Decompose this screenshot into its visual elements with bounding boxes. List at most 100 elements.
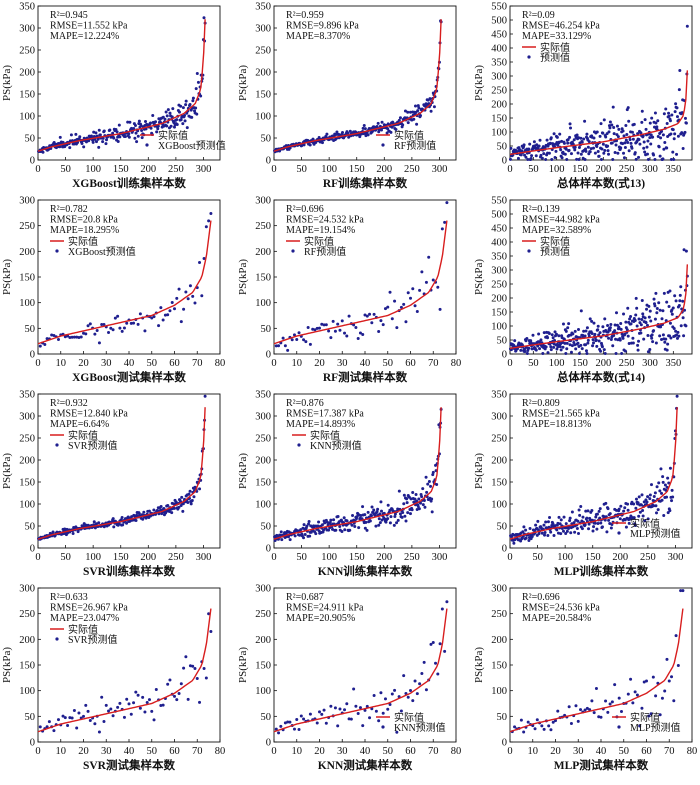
predicted-point [74, 132, 78, 136]
predicted-point [368, 716, 372, 720]
y-tick-label: 50 [497, 142, 508, 153]
legend-predicted-marker [55, 637, 59, 641]
x-axis-label: 总体样本数(式13) [557, 176, 645, 190]
predicted-point [522, 143, 526, 147]
predicted-point [639, 503, 643, 507]
metric-1: RMSE=9.896 kPa [286, 21, 359, 32]
predicted-point [657, 481, 661, 485]
metric-1: RMSE=26.967 kPa [50, 603, 128, 614]
predicted-point [135, 140, 139, 144]
predicted-point [534, 523, 538, 527]
predicted-point [636, 501, 640, 505]
predicted-point [375, 510, 379, 514]
predicted-point [590, 699, 594, 703]
predicted-point [576, 151, 580, 155]
predicted-point [401, 510, 405, 514]
predicted-point [45, 337, 49, 341]
predicted-point [555, 135, 559, 139]
predicted-point [536, 344, 540, 348]
predicted-point [109, 326, 113, 330]
predicted-point [619, 321, 623, 325]
predicted-point [118, 701, 122, 705]
predicted-point [179, 104, 183, 108]
predicted-point [416, 109, 420, 113]
predicted-series [38, 612, 213, 734]
predicted-point [324, 721, 328, 725]
predicted-point [555, 342, 559, 346]
predicted-point [631, 341, 635, 345]
predicted-series [508, 248, 689, 355]
predicted-point [541, 351, 545, 355]
predicted-point [652, 329, 656, 333]
y-tick-label: 350 [491, 390, 507, 401]
predicted-point [556, 709, 560, 713]
predicted-point [667, 481, 671, 485]
predicted-point [546, 520, 550, 524]
predicted-point [151, 114, 155, 118]
predicted-point [580, 527, 584, 531]
predicted-point [573, 530, 577, 534]
predicted-point [592, 525, 596, 529]
predicted-point [411, 699, 415, 703]
x-tick-label: 200 [140, 164, 156, 175]
predicted-point [281, 336, 285, 340]
predicted-point [564, 522, 568, 526]
predicted-point [428, 97, 432, 101]
x-axis-label: RF测试集样本数 [323, 370, 408, 384]
predicted-point [315, 326, 319, 330]
predicted-point [568, 135, 572, 139]
predicted-point [595, 344, 599, 348]
predicted-point [632, 502, 636, 506]
x-tick-label: 150 [572, 358, 588, 369]
predicted-point [678, 69, 682, 73]
predicted-point [402, 502, 406, 506]
predicted-point [569, 152, 573, 156]
predicted-point [606, 323, 610, 327]
predicted-point [683, 130, 687, 134]
y-tick-label: 300 [19, 584, 35, 595]
legend-actual-label: 实际值 [68, 235, 98, 248]
predicted-point [633, 318, 637, 322]
predicted-point [116, 314, 120, 318]
predicted-point [667, 679, 671, 683]
predicted-point [591, 529, 595, 533]
predicted-point [389, 130, 393, 134]
metric-0: R²=0.782 [50, 204, 88, 215]
predicted-point [413, 497, 417, 501]
predicted-point [156, 127, 160, 131]
predicted-point [577, 157, 581, 161]
predicted-point [654, 511, 658, 515]
y-tick-label: 200 [255, 247, 271, 258]
predicted-point [549, 728, 553, 732]
predicted-point [536, 519, 540, 523]
plot-frame [273, 5, 457, 161]
predicted-point [628, 517, 632, 521]
predicted-point [614, 337, 618, 341]
predicted-point [368, 519, 372, 523]
predicted-point [549, 530, 553, 534]
predicted-point [658, 308, 662, 312]
predicted-point [279, 724, 283, 728]
predicted-point [430, 510, 434, 514]
predicted-point [145, 700, 149, 704]
predicted-point [94, 131, 98, 135]
predicted-point [681, 299, 685, 303]
predicted-point [335, 130, 339, 134]
metric-0: R²=0.959 [286, 10, 324, 21]
predicted-series [274, 600, 449, 735]
legend-predicted-marker [617, 725, 621, 729]
predicted-point [664, 337, 668, 341]
predicted-point [650, 336, 654, 340]
predicted-point [608, 328, 612, 332]
predicted-point [416, 504, 420, 508]
predicted-point [424, 280, 428, 284]
predicted-point [355, 515, 359, 519]
predicted-point [607, 124, 611, 128]
actual-series-line [273, 608, 448, 733]
y-tick-label: 200 [491, 456, 507, 467]
x-tick-label: 300 [196, 164, 212, 175]
predicted-point [566, 141, 570, 145]
predicted-point [681, 589, 685, 593]
predicted-point [645, 145, 649, 149]
predicted-point [543, 533, 547, 537]
